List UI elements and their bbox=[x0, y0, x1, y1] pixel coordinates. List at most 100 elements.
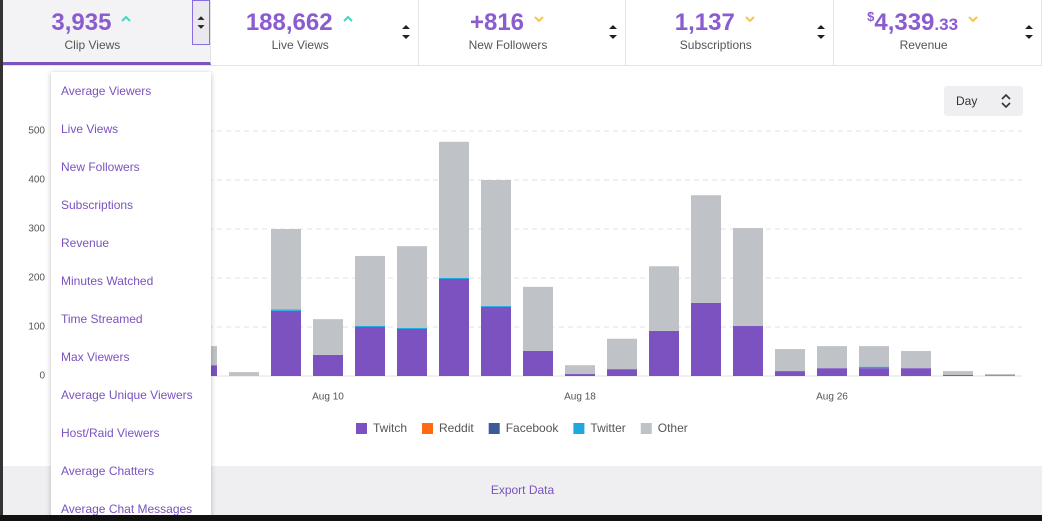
bar-segment bbox=[901, 351, 931, 369]
bar-segment bbox=[985, 374, 1015, 376]
bar-segment bbox=[271, 309, 301, 311]
dropdown-item[interactable]: Average Viewers bbox=[61, 84, 152, 98]
metric-tab[interactable]: 188,662 Live Views bbox=[211, 0, 419, 65]
bar-segment bbox=[355, 327, 385, 376]
y-tick-label: 100 bbox=[28, 322, 45, 333]
legend-swatch bbox=[640, 423, 652, 434]
value: 1,137 bbox=[674, 9, 735, 36]
y-tick-label: 0 bbox=[39, 371, 45, 382]
bar-segment bbox=[607, 369, 637, 376]
metric-label: Clip Views bbox=[64, 38, 121, 52]
y-tick-label: 500 bbox=[28, 126, 45, 137]
bar-segment bbox=[355, 255, 385, 327]
legend-swatch bbox=[573, 423, 585, 434]
dropdown-item[interactable]: Minutes Watched bbox=[61, 274, 154, 288]
bar-segment bbox=[481, 306, 511, 376]
y-tick-label: 300 bbox=[28, 224, 45, 235]
range-select[interactable]: Day bbox=[944, 86, 1023, 116]
legend-swatch bbox=[488, 423, 500, 434]
trend-icon bbox=[121, 15, 132, 22]
bar-segment bbox=[481, 180, 511, 306]
dropdown-item[interactable]: Max Viewers bbox=[61, 350, 130, 364]
bar-segment bbox=[691, 195, 721, 303]
metric-tab[interactable]: +816 New Followers bbox=[419, 0, 627, 65]
trend-icon bbox=[342, 15, 353, 22]
bar-segment bbox=[439, 141, 469, 278]
bar-segment bbox=[271, 229, 301, 310]
dropdown-item[interactable]: Average Unique Viewers bbox=[61, 388, 193, 402]
value: 188,662 bbox=[245, 9, 333, 36]
dropdown-item[interactable]: Live Views bbox=[61, 122, 119, 136]
bar-segment bbox=[523, 351, 553, 376]
value: 3,935 bbox=[51, 9, 112, 36]
dropdown-item[interactable]: Revenue bbox=[61, 236, 110, 250]
bar-segment bbox=[565, 365, 595, 375]
bar-segment bbox=[733, 326, 763, 376]
bar-segment bbox=[313, 319, 343, 355]
metric-dropdown: Average Viewers Live Views New Followers Su… bbox=[51, 72, 211, 521]
bar-segment bbox=[229, 372, 259, 376]
bar-segment bbox=[355, 326, 385, 327]
legend-label: Facebook bbox=[506, 421, 560, 435]
y-tick-label: 400 bbox=[28, 175, 45, 186]
export-button[interactable]: Export Data bbox=[490, 483, 555, 497]
bar-segment bbox=[817, 368, 847, 376]
bar-segment bbox=[943, 375, 973, 376]
metric-label: Revenue bbox=[899, 38, 948, 52]
dropdown-item[interactable]: New Followers bbox=[61, 160, 140, 174]
metric-value: 188,662 bbox=[211, 9, 390, 37]
sort-icon[interactable] bbox=[397, 18, 415, 46]
trend-icon bbox=[534, 16, 544, 23]
dropdown-item[interactable]: Average Chat Messages bbox=[61, 502, 193, 516]
dropdown-item[interactable]: Average Chatters bbox=[61, 464, 155, 478]
sort-icon[interactable] bbox=[812, 18, 830, 46]
dropdown-item[interactable]: Subscriptions bbox=[61, 198, 134, 212]
bar-segment bbox=[691, 302, 721, 376]
chart: 0 100 200 300 400 500 Aug 10 Aug 18 Aug 26 Twitch… bbox=[28, 126, 1022, 435]
metric-tab[interactable]: $4,339.33 Revenue bbox=[834, 0, 1042, 65]
dropdown-item[interactable]: Time Streamed bbox=[61, 312, 143, 326]
metric-value: 1,137 bbox=[626, 9, 805, 37]
range-select-label: Day bbox=[956, 94, 978, 108]
legend-label: Twitch bbox=[373, 421, 407, 435]
taskbar-strip bbox=[0, 515, 1042, 521]
sort-icon[interactable] bbox=[1020, 18, 1038, 46]
legend-swatch bbox=[356, 423, 367, 434]
metric-tab[interactable]: 3,935 Clip Views bbox=[3, 0, 211, 65]
legend-label: Reddit bbox=[439, 421, 474, 435]
bar-segment bbox=[271, 310, 301, 376]
metric-value: $4,339.33 bbox=[834, 9, 1013, 37]
bar-segment bbox=[859, 368, 889, 376]
bar-segment bbox=[943, 371, 973, 376]
metric-tab[interactable]: 1,137 Subscriptions bbox=[626, 0, 835, 65]
bar-segment bbox=[649, 266, 679, 331]
select-icon bbox=[1001, 94, 1011, 108]
metric-value: 3,935 bbox=[3, 9, 182, 37]
bar-segment bbox=[649, 330, 679, 376]
window-edge bbox=[0, 0, 3, 521]
metric-tabs: 3,935 Clip Views 188,662 Live Views +816 New … bbox=[3, 0, 1042, 66]
legend-label: Other bbox=[658, 421, 688, 435]
value: +816 bbox=[469, 9, 525, 36]
bar-segment bbox=[817, 346, 847, 369]
dropdown-item[interactable]: Host/Raid Viewers bbox=[61, 426, 160, 440]
bar-segment bbox=[397, 246, 427, 328]
bar-segment bbox=[439, 278, 469, 279]
bar-segment bbox=[439, 278, 469, 376]
y-tick-label: 200 bbox=[28, 273, 45, 284]
x-tick-label: Aug 10 bbox=[312, 392, 344, 403]
bar-segment bbox=[523, 286, 553, 352]
bar-segment bbox=[859, 346, 889, 367]
bar-segment bbox=[733, 228, 763, 327]
metric-value: +816 bbox=[419, 9, 598, 37]
x-tick-label: Aug 18 bbox=[564, 392, 596, 403]
bar-segment bbox=[775, 371, 805, 376]
metric-label: Subscriptions bbox=[679, 38, 752, 52]
trend-icon bbox=[968, 16, 978, 23]
sort-icon[interactable] bbox=[604, 18, 622, 46]
bar-segment bbox=[313, 354, 343, 376]
sort-icon[interactable] bbox=[191, 0, 210, 45]
legend-swatch bbox=[422, 423, 434, 434]
legend-label: Twitter bbox=[590, 421, 625, 435]
